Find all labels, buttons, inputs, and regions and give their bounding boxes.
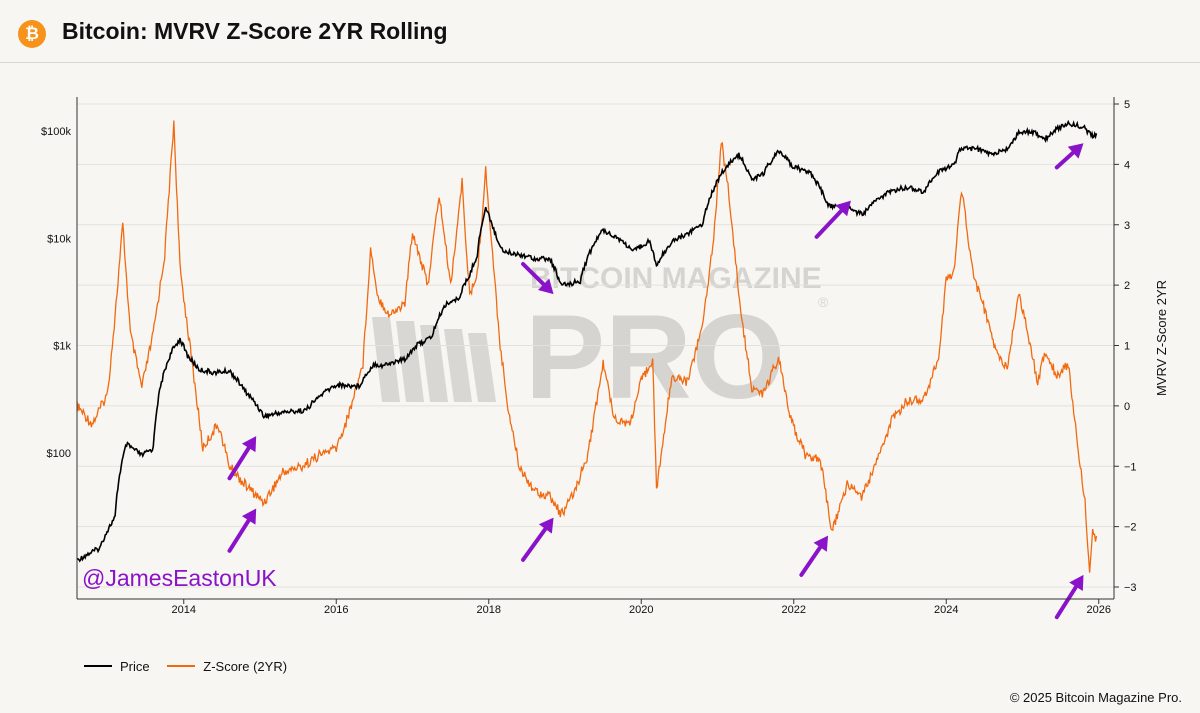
author-handle: @JamesEastonUK [82,565,277,591]
watermark-registered: ® [818,294,829,310]
annotation-arrow [1054,584,1079,620]
legend-item-zscore[interactable]: Z-Score (2YR) [167,659,287,674]
watermark-text-top: BITCOIN MAGAZINE [530,262,822,295]
x-tick-label: 2018 [477,604,501,616]
series-line-zscore [76,120,1098,573]
x-tick-label: 2022 [782,604,806,616]
y-left-tick-label: $10k [47,233,71,245]
watermark-stripe [396,321,424,402]
annotation-arrowhead [835,200,851,217]
annotation-arrowhead [241,436,257,453]
annotation-arrowhead [1069,574,1084,592]
y-right-tick-label: 0 [1124,401,1130,413]
x-tick-label: 2026 [1087,604,1111,616]
series-layer [76,119,1098,573]
bitcoin-logo-icon: ₿ [18,20,46,48]
y-left-tick-label: $1k [53,341,71,353]
page-title: Bitcoin: MVRV Z-Score 2YR Rolling [62,18,448,44]
watermark-text-pro: PRO [525,290,785,424]
y-right-tick-label: 3 [1124,220,1130,232]
annotation-arrow [814,208,844,239]
axes: 2014 2016 2018 2020 2022 2024 2026$100$1k$10k$… [41,97,1169,616]
y-right-tick-label: 2 [1124,280,1130,292]
watermark-stripe [468,333,496,402]
y-left-tick-label: $100 [47,448,71,460]
watermark-stripe [444,329,472,402]
y-right-tick-label: −1 [1124,461,1137,473]
annotation-arrowhead [538,517,554,534]
legend: Price Z-Score (2YR) [84,655,301,674]
annotation-arrowhead [813,535,829,552]
y-right-tick-label: 1 [1124,341,1130,353]
annotation-arrowhead [241,508,257,525]
watermark-stripe [420,325,448,402]
series-line-price [76,119,1098,563]
x-tick-label: 2014 [172,604,196,616]
annotation-arrowhead [1067,143,1084,159]
copyright-footer: © 2025 Bitcoin Magazine Pro. [1009,690,1182,705]
y-left-tick-label: $100k [41,126,71,138]
annotation-arrow [521,526,548,562]
legend-swatch-price [84,665,112,667]
legend-swatch-zscore [167,665,196,667]
legend-item-price[interactable]: Price [84,659,150,674]
y-right-tick-label: 4 [1124,159,1130,171]
header: ₿ Bitcoin: MVRV Z-Score 2YR Rolling [0,0,1200,63]
y-right-tick-label: −3 [1124,582,1137,594]
legend-label-price: Price [120,658,150,674]
annotation-arrow [1054,150,1076,170]
x-tick-label: 2020 [629,604,653,616]
grid [77,103,1114,588]
annotation-arrowhead [537,278,554,295]
y-right-axis-label: MVRV Z-Score 2YR [1154,280,1169,396]
annotation-arrow [227,445,251,481]
arrows-layer [227,143,1084,620]
annotation-arrow [799,545,823,577]
y-right-tick-label: 5 [1124,99,1130,111]
x-tick-label: 2024 [934,604,958,616]
legend-label-zscore: Z-Score (2YR) [203,658,288,674]
x-tick-label: 2016 [324,604,348,616]
watermark-stripe [372,317,400,402]
y-right-tick-label: −2 [1124,522,1137,534]
annotation-arrow [227,518,251,553]
annotation-arrow [521,261,546,287]
